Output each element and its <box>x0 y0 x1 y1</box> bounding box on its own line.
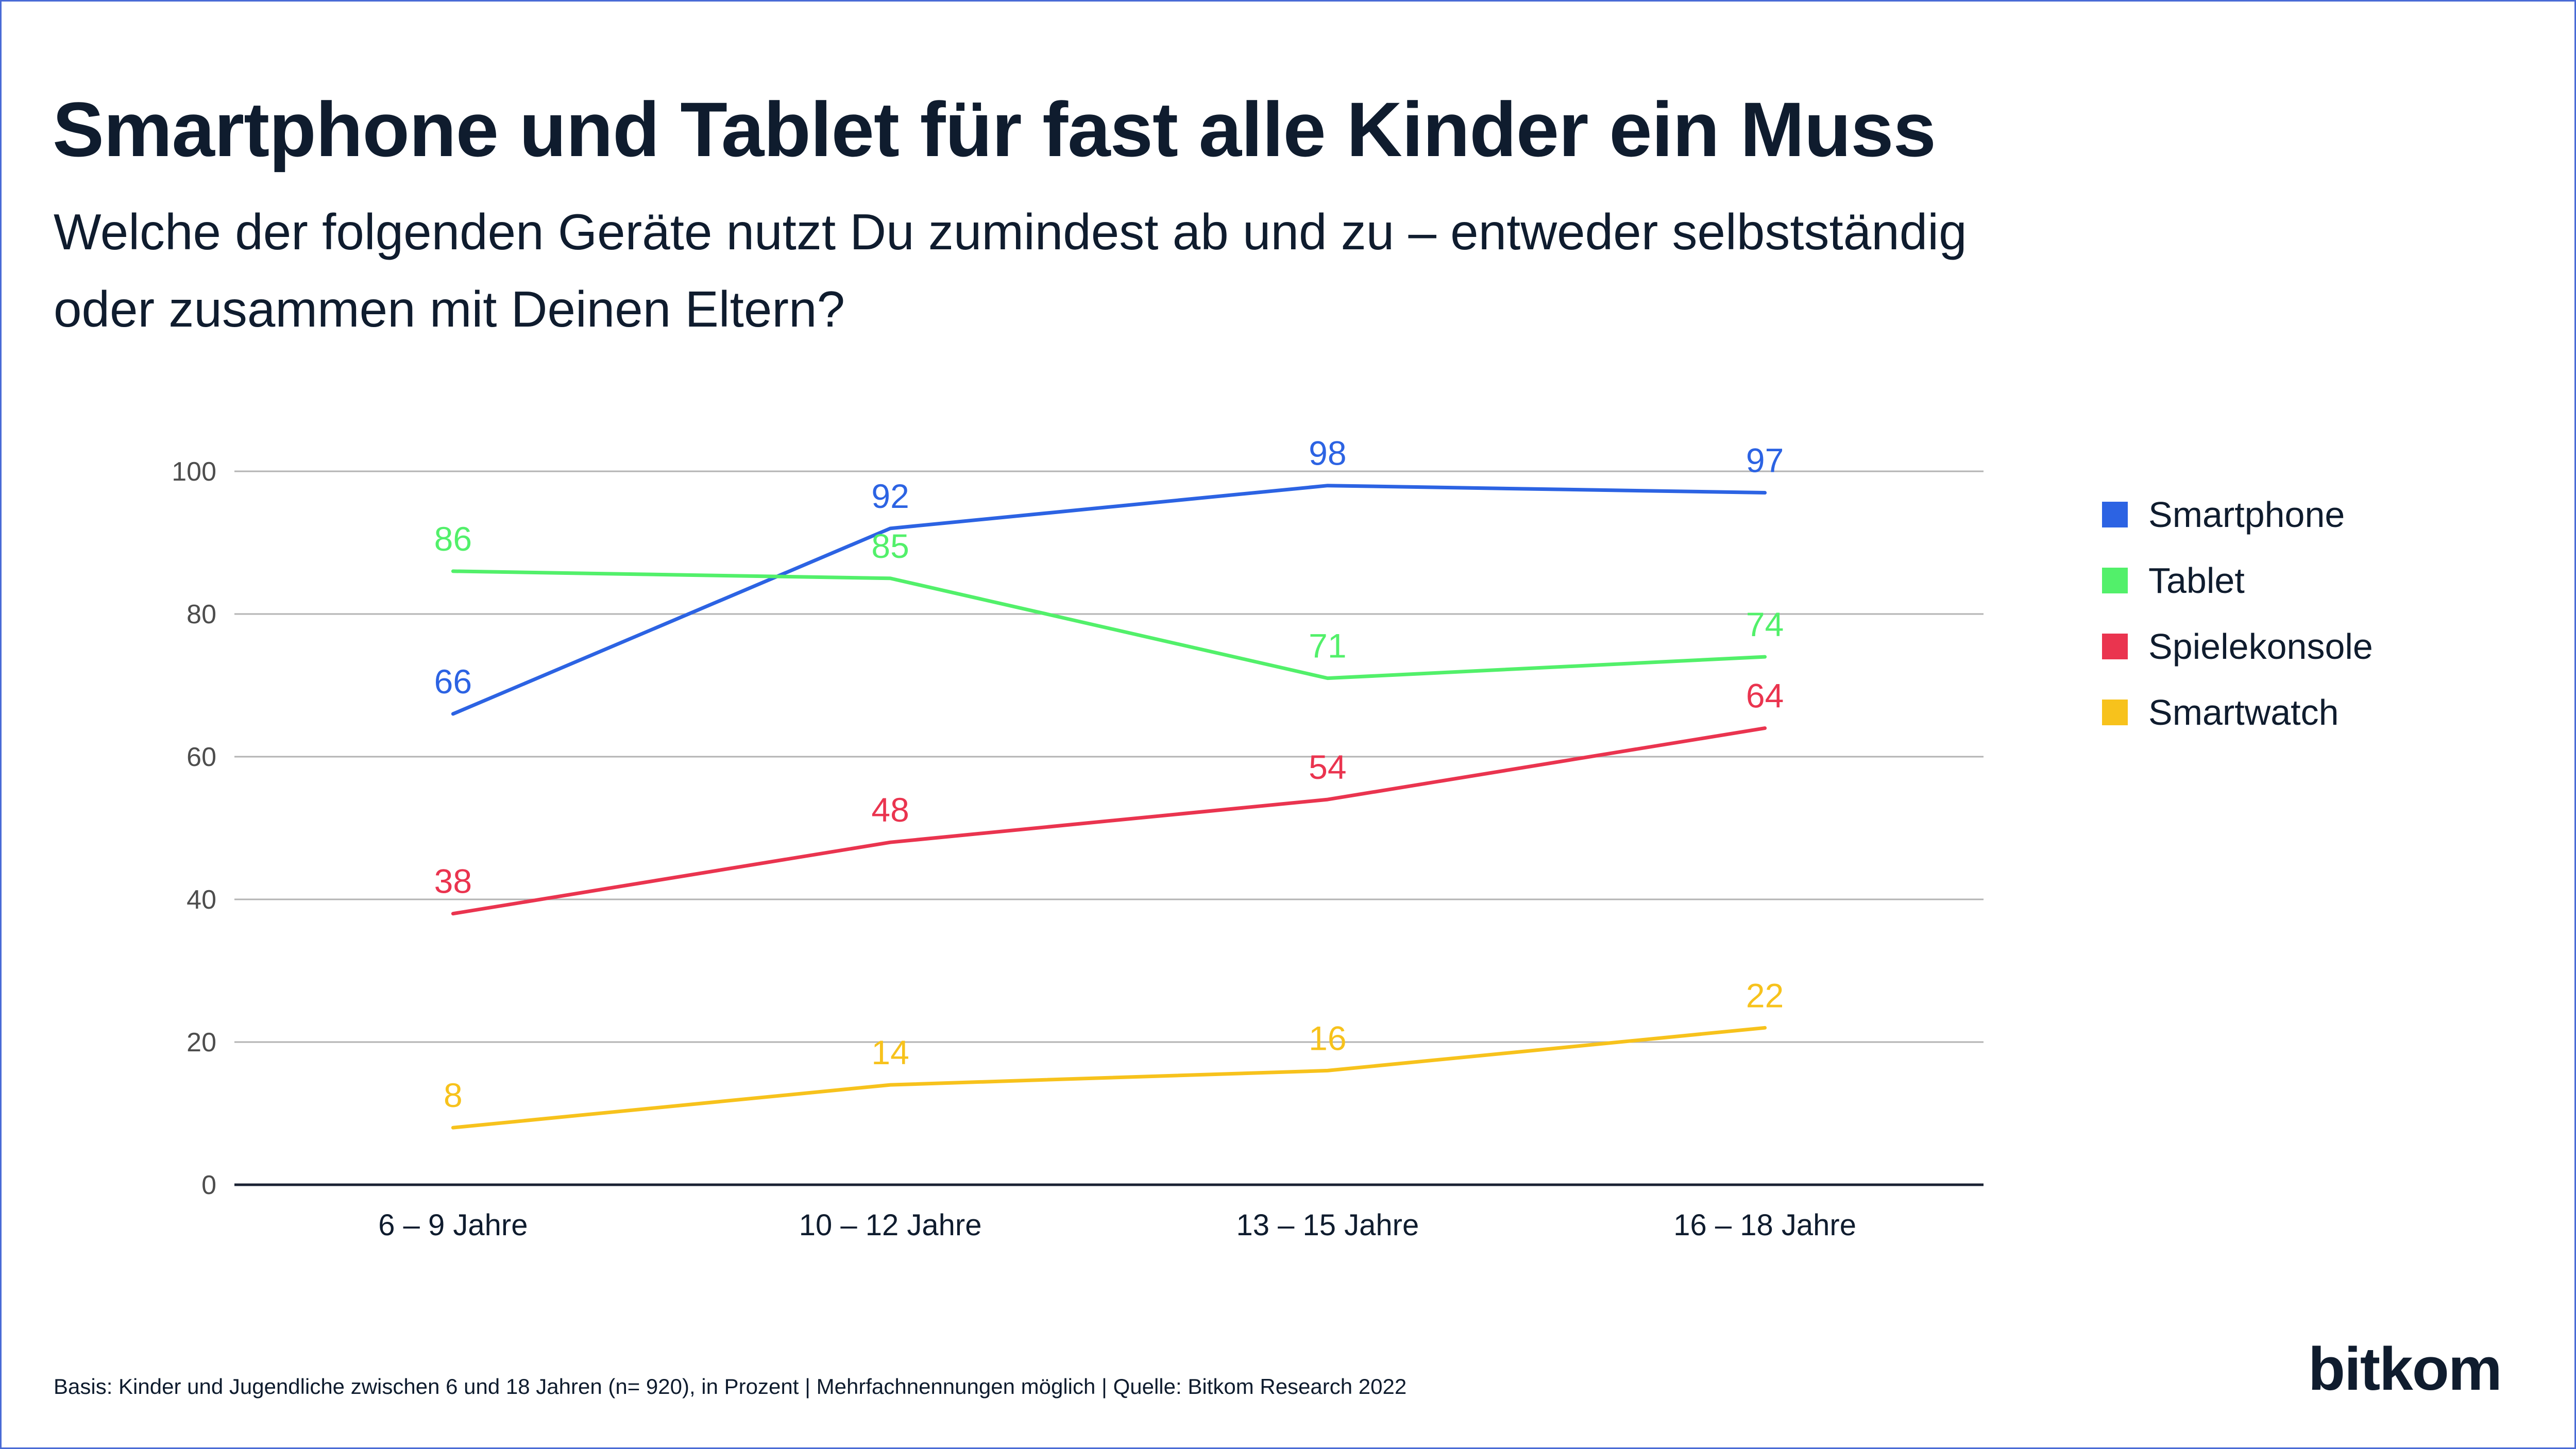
y-tick-label: 0 <box>201 1170 216 1200</box>
legend-item: Smartwatch <box>2102 679 2373 745</box>
x-tick-label: 6 – 9 Jahre <box>378 1208 528 1242</box>
data-label: 48 <box>871 791 909 829</box>
legend-swatch <box>2102 568 2128 593</box>
y-tick-label: 20 <box>187 1028 216 1058</box>
bitkom-logo: bitkom <box>2308 1335 2502 1403</box>
data-label: 22 <box>1746 976 1784 1014</box>
data-label: 14 <box>871 1033 909 1071</box>
x-tick-label: 13 – 15 Jahre <box>1236 1208 1419 1242</box>
data-label: 38 <box>434 862 472 900</box>
series-line-tablet <box>451 569 1767 680</box>
y-tick-label: 60 <box>187 742 216 772</box>
data-labels: 66 92 98 97 86 85 71 74 38 48 54 64 8 14 16 22 <box>434 434 1784 1114</box>
legend-label: Smartwatch <box>2148 692 2339 732</box>
y-tick-label: 40 <box>187 885 216 915</box>
series-line-spielekonsole <box>451 726 1767 916</box>
y-tick-label: 100 <box>172 457 216 487</box>
y-tick-labels: 0 20 40 60 80 100 <box>172 457 216 1200</box>
x-tick-labels: 6 – 9 Jahre 10 – 12 Jahre 13 – 15 Jahre 16 … <box>378 1208 1856 1242</box>
footnote: Basis: Kinder und Jugendliche zwischen 6… <box>54 1374 1407 1399</box>
data-label: 8 <box>444 1076 463 1114</box>
legend-swatch <box>2102 502 2128 527</box>
series-line-smartphone <box>451 484 1767 716</box>
series-lines <box>451 484 1767 1130</box>
data-label: 66 <box>434 662 472 701</box>
x-tick-label: 16 – 18 Jahre <box>1673 1208 1856 1242</box>
chart-subtitle: Welche der folgenden Geräte nutzt Du zum… <box>54 203 1967 337</box>
data-label: 54 <box>1309 748 1346 786</box>
y-tick-label: 80 <box>187 600 216 629</box>
grid-lines <box>234 470 1984 1186</box>
data-label: 98 <box>1309 434 1346 472</box>
legend-label: Spielekonsole <box>2148 626 2373 667</box>
data-label: 86 <box>434 520 472 558</box>
data-label: 97 <box>1746 441 1784 480</box>
legend-swatch <box>2102 634 2128 659</box>
data-label: 74 <box>1746 605 1784 643</box>
legend-label: Smartphone <box>2148 495 2345 535</box>
chart-title: Smartphone und Tablet für fast alle Kind… <box>53 86 1936 173</box>
x-tick-label: 10 – 12 Jahre <box>799 1208 982 1242</box>
data-label: 92 <box>871 477 909 515</box>
legend-label: Tablet <box>2148 560 2245 601</box>
data-label: 85 <box>871 527 909 565</box>
legend-item: Smartphone <box>2102 482 2373 548</box>
legend-swatch <box>2102 700 2128 725</box>
legend-item: Spielekonsole <box>2102 613 2373 679</box>
legend-item: Tablet <box>2102 548 2373 613</box>
data-label: 71 <box>1309 627 1346 665</box>
data-label: 64 <box>1746 677 1784 715</box>
legend: Smartphone Tablet Spielekonsole Smartwatch <box>2102 482 2373 745</box>
series-line-smartwatch <box>451 1026 1767 1130</box>
data-label: 16 <box>1309 1019 1346 1057</box>
